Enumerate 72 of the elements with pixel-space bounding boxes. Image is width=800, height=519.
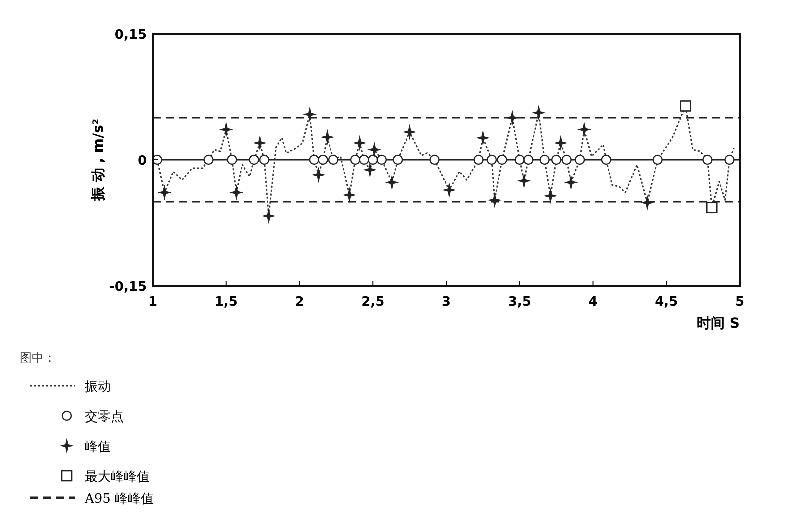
point bbox=[368, 154, 378, 166]
point bbox=[368, 142, 382, 158]
y-tick-label: 0 bbox=[138, 154, 147, 169]
point bbox=[702, 154, 713, 166]
point bbox=[363, 162, 378, 178]
x-tick-label: 1,5 bbox=[214, 295, 238, 310]
x-tick-label: 3 bbox=[442, 295, 452, 310]
point bbox=[554, 135, 568, 152]
x-tick-label: 4,5 bbox=[655, 295, 678, 310]
point bbox=[204, 154, 214, 166]
point bbox=[486, 154, 498, 166]
point bbox=[230, 184, 244, 201]
point bbox=[352, 135, 367, 152]
point bbox=[532, 104, 546, 121]
point bbox=[259, 154, 270, 166]
legend-label: 振动 bbox=[85, 380, 111, 395]
point bbox=[540, 154, 550, 166]
x-tick-label: 1 bbox=[148, 295, 158, 310]
point bbox=[309, 154, 320, 166]
point bbox=[249, 154, 260, 166]
x-tick-label: 3,5 bbox=[508, 295, 532, 310]
x-tick-label: 4 bbox=[588, 295, 598, 310]
legend-title: 图中： bbox=[20, 351, 56, 365]
point bbox=[562, 154, 572, 166]
point bbox=[376, 154, 388, 166]
point bbox=[318, 154, 328, 166]
point bbox=[303, 106, 318, 123]
point bbox=[574, 154, 586, 166]
point bbox=[442, 182, 456, 198]
point bbox=[680, 100, 692, 112]
point bbox=[476, 130, 490, 146]
point bbox=[328, 154, 339, 166]
point bbox=[385, 174, 400, 191]
point bbox=[724, 154, 735, 166]
point bbox=[402, 124, 417, 140]
point bbox=[551, 154, 562, 166]
point bbox=[564, 174, 578, 191]
point bbox=[392, 154, 404, 166]
point bbox=[359, 154, 370, 166]
point bbox=[517, 173, 532, 189]
point bbox=[342, 187, 357, 204]
point bbox=[312, 167, 326, 184]
point bbox=[640, 194, 655, 211]
point bbox=[474, 154, 484, 166]
point bbox=[219, 122, 234, 138]
x-tick-label: 5 bbox=[735, 295, 745, 310]
x-axis-title: 时间 S bbox=[697, 316, 740, 332]
point bbox=[514, 154, 525, 166]
point bbox=[158, 184, 172, 201]
legend-label: 峰值 bbox=[85, 440, 111, 455]
point bbox=[350, 154, 361, 166]
point bbox=[488, 192, 502, 208]
legend-label: 最大峰峰值 bbox=[85, 470, 150, 485]
point bbox=[577, 122, 592, 138]
legend-label: A95 峰峰值 bbox=[84, 492, 154, 507]
point bbox=[544, 188, 558, 204]
point bbox=[524, 154, 534, 166]
y-axis-title: 振 动 , m/s² bbox=[91, 118, 107, 202]
y-tick-label: 0,15 bbox=[114, 28, 147, 43]
point bbox=[320, 129, 335, 146]
point bbox=[430, 154, 440, 166]
x-tick-label: 2 bbox=[295, 295, 304, 310]
point bbox=[497, 154, 508, 166]
point bbox=[706, 202, 718, 214]
point bbox=[262, 208, 276, 224]
point bbox=[253, 135, 268, 152]
y-tick-label: -0,15 bbox=[110, 280, 147, 295]
legend-label: 交零点 bbox=[85, 409, 124, 425]
point bbox=[601, 154, 612, 166]
point bbox=[227, 154, 238, 166]
x-tick-label: 2,5 bbox=[362, 295, 385, 310]
point bbox=[652, 154, 663, 166]
